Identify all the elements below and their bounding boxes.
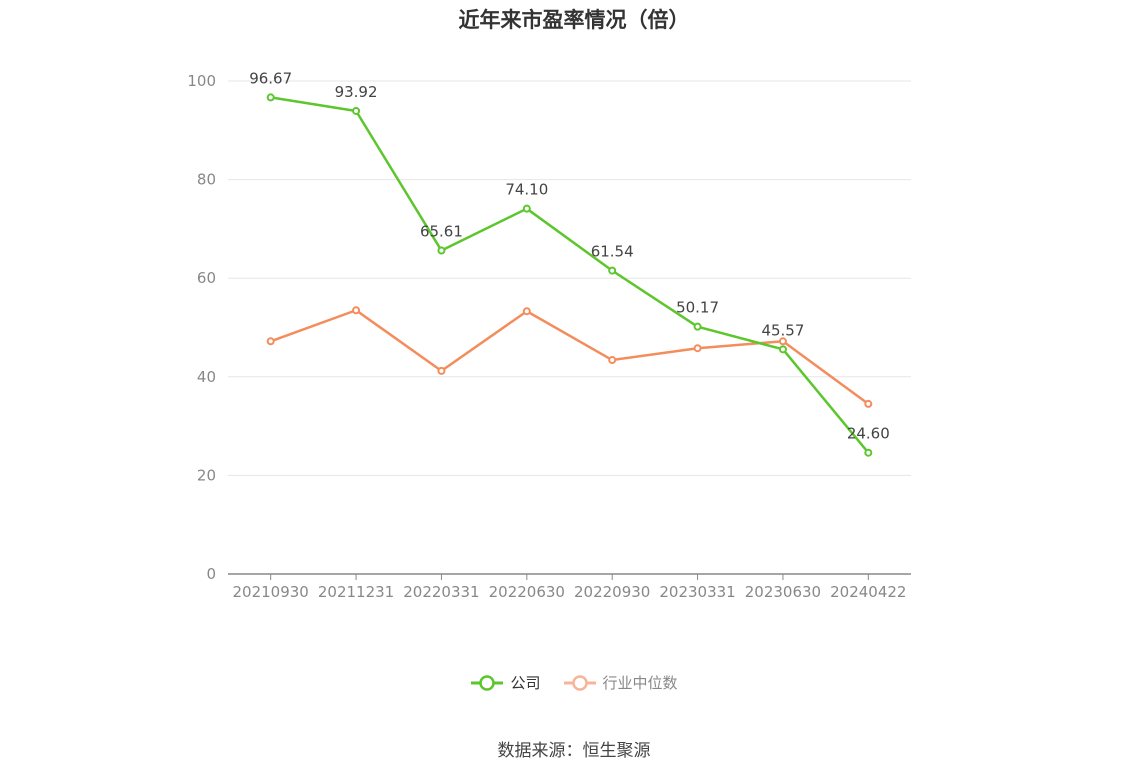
industry-median-point: [778, 337, 787, 346]
data-source: 数据来源：恒生聚源: [497, 741, 651, 761]
industry-median-point: [437, 366, 446, 375]
x-tick-label: 20240422: [830, 583, 906, 601]
data-label-company: 93.92: [335, 83, 378, 101]
data-label-company: 65.61: [420, 223, 463, 241]
company-point: [522, 204, 531, 213]
company-point: [778, 345, 787, 354]
company-point: [437, 246, 446, 255]
y-tick-label: 40: [197, 368, 216, 386]
y-tick-label: 0: [206, 565, 216, 583]
legend-marker-industry: [563, 674, 596, 691]
x-tick-label: 20220630: [489, 583, 565, 601]
industry-median-point: [864, 399, 873, 408]
chart-title: 近年来市盈率情况（倍）: [458, 8, 690, 32]
data-labels: 96.67 93.92 65.61 74.10 61.54 50.17 45.57 24.60: [249, 69, 890, 442]
company-point: [693, 322, 702, 331]
data-label-company: 24.60: [847, 425, 890, 443]
y-axis-ticks: 0 20 40 60 80 100: [187, 72, 216, 583]
company-point: [608, 266, 617, 275]
legend-item-industry[interactable]: 行业中位数: [563, 672, 678, 693]
grid-lines: [228, 80, 911, 476]
series-company: [266, 93, 873, 457]
y-tick-label: 100: [187, 72, 216, 90]
x-tick-label: 20220930: [574, 583, 650, 601]
x-tick-label: 20230331: [659, 583, 735, 601]
x-tick-label: 20220331: [403, 583, 479, 601]
legend-label-company: 公司: [510, 674, 541, 692]
data-label-company: 74.10: [505, 181, 548, 199]
x-tick-label: 20211231: [318, 583, 394, 601]
industry-median-point: [608, 356, 617, 365]
data-label-company: 50.17: [676, 299, 719, 317]
data-label-company: 45.57: [761, 321, 804, 339]
company-point: [352, 106, 361, 115]
data-label-company: 96.67: [249, 69, 292, 87]
y-tick-label: 80: [197, 171, 216, 189]
industry-median-point: [266, 337, 275, 346]
x-axis-ticks: 20210930 20211231 20220331 20220630 20220930…: [233, 574, 906, 601]
legend-item-company[interactable]: 公司: [470, 672, 541, 693]
company-point: [864, 448, 873, 457]
x-tick-label: 20210930: [233, 583, 309, 601]
legend: 公司 行业中位数: [0, 672, 1148, 693]
y-tick-label: 60: [197, 269, 216, 287]
company-line: [270, 96, 870, 454]
legend-label-industry: 行业中位数: [602, 674, 678, 692]
x-tick-label: 20230630: [745, 583, 821, 601]
industry-median-line: [270, 308, 870, 405]
legend-marker-company: [471, 674, 504, 691]
industry-median-point: [352, 306, 361, 315]
company-point: [266, 93, 275, 102]
data-label-company: 61.54: [591, 243, 634, 261]
series-industry-median: [266, 306, 873, 408]
industry-median-point: [522, 307, 531, 316]
y-tick-label: 20: [197, 466, 216, 484]
industry-median-point: [693, 344, 702, 353]
